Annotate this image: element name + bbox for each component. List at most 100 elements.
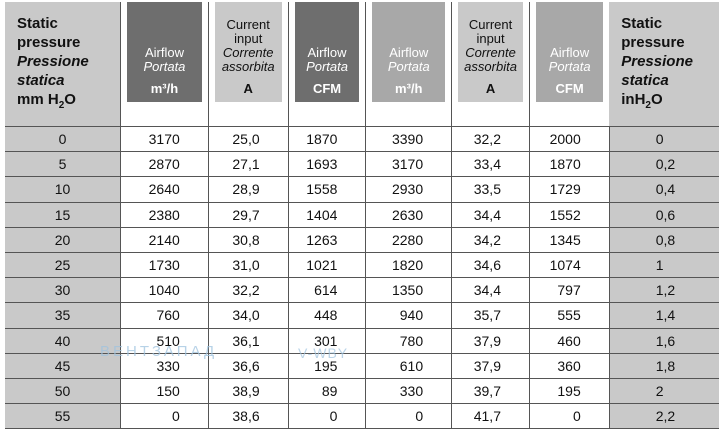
- header-text: Corrente: [465, 45, 516, 60]
- airflow-cfm-header-1: Airflow Portata CFM: [287, 2, 366, 127]
- table-cell: 37,9: [451, 352, 530, 379]
- table-cell: 0: [365, 403, 452, 429]
- table-cell: 0: [120, 403, 209, 429]
- header-text: input: [234, 31, 263, 46]
- table-cell: 1,2: [608, 277, 719, 303]
- table-cell: 1,4: [608, 302, 719, 328]
- header-text: Portata: [306, 59, 348, 74]
- table-cell: 35,7: [451, 302, 530, 328]
- table-cell: 195: [287, 352, 366, 379]
- table-cell: 38,9: [207, 377, 289, 404]
- table-cell: 55: [5, 403, 121, 429]
- table-cell: 150: [120, 377, 209, 404]
- table-cell: 2640: [120, 176, 209, 203]
- table-cell: 1404: [287, 201, 366, 228]
- header-text: assorbita: [221, 59, 275, 74]
- unit-label: m³/h: [150, 81, 179, 96]
- header-text: Airflow: [144, 45, 184, 60]
- table-cell: 0: [287, 403, 366, 429]
- table-cell: 0: [608, 125, 719, 152]
- header-text: pressure: [621, 34, 685, 51]
- table-cell: 330: [365, 377, 452, 404]
- table-cell: 1558: [287, 176, 366, 203]
- table-cell: 29,7: [207, 201, 289, 228]
- table-cell: 2000: [528, 125, 610, 152]
- airflow-cfm-header-2: Airflow Portata CFM: [528, 2, 610, 127]
- table-cell: 195: [528, 377, 610, 404]
- airflow-m3h-header-1: Airflow Portata m³/h: [120, 2, 209, 127]
- header-text: Airflow: [550, 45, 590, 60]
- header-text: Airflow: [389, 45, 429, 60]
- table-cell: 0,6: [608, 201, 719, 228]
- unit-label: A: [243, 81, 253, 96]
- table-cell: 3170: [365, 151, 452, 177]
- table-cell: 555: [528, 302, 610, 328]
- header-text: Static: [17, 15, 58, 32]
- unit-mm-h2o: mm H2O: [17, 91, 76, 111]
- table-row: 15 2380 29,7 1404 2630 34,4 1552 0,6: [5, 201, 719, 228]
- table-cell: 2: [608, 377, 719, 404]
- table-cell: 32,2: [451, 125, 530, 152]
- table-body: 0 3170 25,0 1870 3390 32,2 2000 0 5 2870 27,1 1693 3…: [5, 125, 719, 429]
- header-text: Corrente: [222, 45, 274, 60]
- table-cell: 34,0: [207, 302, 289, 328]
- table-cell: 1040: [120, 277, 209, 303]
- table-cell: 28,9: [207, 176, 289, 203]
- table-cell: 940: [365, 302, 452, 328]
- table-cell: 20: [5, 226, 121, 253]
- table-cell: 39,7: [451, 377, 530, 404]
- table-cell: 1345: [528, 226, 610, 253]
- table-cell: 35: [5, 302, 121, 328]
- performance-table: Static pressure Pressione statica mm H2O…: [5, 2, 719, 429]
- table-row: 40 510 36,1 301 780 37,9 460 1,6: [5, 327, 719, 354]
- table-row: 0 3170 25,0 1870 3390 32,2 2000 0: [5, 125, 719, 152]
- table-cell: 32,2: [207, 277, 289, 303]
- table-cell: 0: [5, 125, 121, 152]
- unit-label: A: [485, 81, 496, 96]
- table-cell: 34,4: [451, 201, 530, 228]
- table-cell: 30,8: [207, 226, 289, 253]
- table-cell: 37,9: [451, 327, 530, 354]
- table-cell: 1870: [528, 151, 610, 177]
- table-cell: 0: [528, 403, 610, 429]
- table-cell: 1021: [287, 251, 366, 278]
- table-cell: 1729: [528, 176, 610, 203]
- table-row: 20 2140 30,8 1263 2280 34,2 1345 0,8: [5, 226, 719, 253]
- table-cell: 15: [5, 201, 121, 228]
- table-cell: 1350: [365, 277, 452, 303]
- table-cell: 41,7: [451, 403, 530, 429]
- table-cell: 5: [5, 151, 121, 177]
- table-cell: 1263: [287, 226, 366, 253]
- table-cell: 30: [5, 277, 121, 303]
- table-cell: 0,8: [608, 226, 719, 253]
- table-cell: 797: [528, 277, 610, 303]
- table-cell: 1074: [528, 251, 610, 278]
- header-text: Static: [621, 15, 663, 32]
- table-cell: 360: [528, 352, 610, 379]
- table-cell: 38,6: [207, 403, 289, 429]
- table-cell: 50: [5, 377, 121, 404]
- table-cell: 3170: [120, 125, 209, 152]
- table-cell: 25: [5, 251, 121, 278]
- table-cell: 31,0: [207, 251, 289, 278]
- table-row: 5 2870 27,1 1693 3170 33,4 1870 0,2: [5, 151, 719, 177]
- table-cell: 2380: [120, 201, 209, 228]
- table-cell: 0,2: [608, 151, 719, 177]
- table-cell: 2870: [120, 151, 209, 177]
- header-text: assorbita: [464, 59, 517, 74]
- header-text: Pressione: [621, 53, 693, 70]
- table-cell: 36,1: [207, 327, 289, 354]
- header-text: Portata: [387, 59, 430, 74]
- table-cell: 25,0: [207, 125, 289, 152]
- header-text: pressure: [17, 34, 81, 51]
- table-cell: 89: [287, 377, 366, 404]
- table-cell: 34,2: [451, 226, 530, 253]
- header-text: Current: [468, 17, 513, 32]
- table-row: 50 150 38,9 89 330 39,7 195 2: [5, 377, 719, 404]
- watermark-site: V-WBY: [298, 345, 349, 361]
- table-cell: 34,6: [451, 251, 530, 278]
- table-row: 10 2640 28,9 1558 2930 33,5 1729 0,4: [5, 176, 719, 203]
- table-cell: 33,4: [451, 151, 530, 177]
- table-cell: 460: [528, 327, 610, 354]
- header-text: Portata: [143, 59, 186, 74]
